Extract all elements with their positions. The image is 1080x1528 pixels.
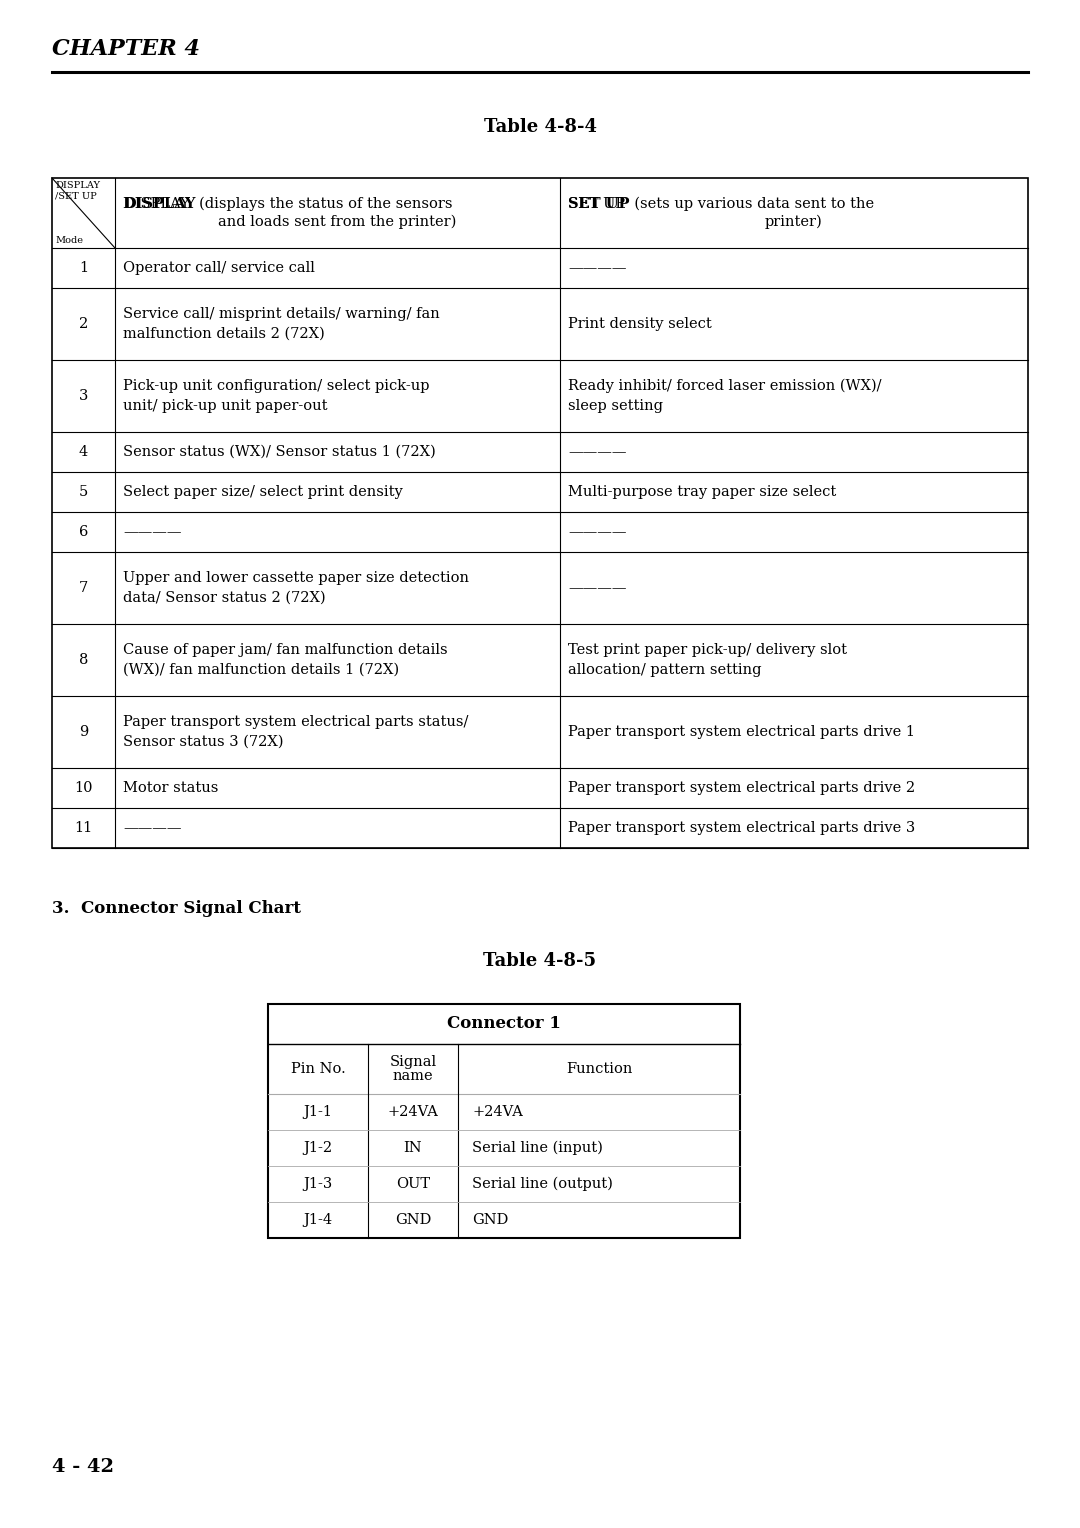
Text: unit/ pick-up unit paper-out: unit/ pick-up unit paper-out [123, 399, 327, 413]
Text: ————: ———— [568, 261, 626, 275]
Text: 4 - 42: 4 - 42 [52, 1458, 114, 1476]
Text: Paper transport system electrical parts drive 2: Paper transport system electrical parts … [568, 781, 915, 795]
Bar [268, 1004, 740, 1238]
Text: ————: ———— [568, 445, 626, 458]
Text: DISPLAY
/SET UP: DISPLAY /SET UP [55, 180, 100, 200]
Text: 2: 2 [79, 316, 89, 332]
Text: CHAPTER 4: CHAPTER 4 [52, 38, 200, 60]
Text: ————: ———— [568, 581, 626, 594]
Text: 3: 3 [79, 390, 89, 403]
Text: Service call/ misprint details/ warning/ fan: Service call/ misprint details/ warning/… [123, 307, 440, 321]
Text: sleep setting: sleep setting [568, 399, 663, 413]
Text: 6: 6 [79, 526, 89, 539]
Text: Multi-purpose tray paper size select: Multi-purpose tray paper size select [568, 484, 836, 500]
Text: GND: GND [472, 1213, 509, 1227]
Text: Motor status: Motor status [123, 781, 218, 795]
Text: Upper and lower cassette paper size detection: Upper and lower cassette paper size dete… [123, 571, 469, 585]
Text: DISPLAY: DISPLAY [123, 197, 195, 211]
Text: Print density select: Print density select [568, 316, 712, 332]
Text: IN: IN [404, 1141, 422, 1155]
Text: Mode: Mode [55, 235, 83, 244]
Text: malfunction details 2 (72X): malfunction details 2 (72X) [123, 327, 325, 341]
Text: +24VA: +24VA [472, 1105, 523, 1118]
Text: Connector 1: Connector 1 [447, 1016, 561, 1033]
Text: Serial line (input): Serial line (input) [472, 1141, 603, 1155]
Text: Ready inhibit/ forced laser emission (WX)/: Ready inhibit/ forced laser emission (WX… [568, 379, 881, 393]
Text: SET UP: SET UP [568, 197, 630, 211]
Text: Cause of paper jam/ fan malfunction details: Cause of paper jam/ fan malfunction deta… [123, 643, 447, 657]
Text: Pin No.: Pin No. [291, 1062, 346, 1076]
Text: Paper transport system electrical parts status/: Paper transport system electrical parts … [123, 715, 469, 729]
Text: Paper transport system electrical parts drive 1: Paper transport system electrical parts … [568, 724, 915, 740]
Text: 10: 10 [75, 781, 93, 795]
Text: J1-3: J1-3 [303, 1177, 333, 1190]
Text: allocation/ pattern setting: allocation/ pattern setting [568, 663, 761, 677]
Text: 7: 7 [79, 581, 89, 594]
Text: J1-1: J1-1 [303, 1105, 333, 1118]
Text: 9: 9 [79, 724, 89, 740]
Text: Function: Function [566, 1062, 632, 1076]
Text: ————: ———— [568, 526, 626, 539]
Text: ————: ———— [123, 526, 181, 539]
Text: 5: 5 [79, 484, 89, 500]
Text: (WX)/ fan malfunction details 1 (72X): (WX)/ fan malfunction details 1 (72X) [123, 663, 400, 677]
Text: 8: 8 [79, 652, 89, 668]
Text: Pick-up unit configuration/ select pick-up: Pick-up unit configuration/ select pick-… [123, 379, 430, 393]
Text: DISPLAY  (displays the status of the sensors: DISPLAY (displays the status of the sens… [123, 197, 453, 211]
Text: ————: ———— [123, 821, 181, 834]
Text: J1-2: J1-2 [303, 1141, 333, 1155]
Text: data/ Sensor status 2 (72X): data/ Sensor status 2 (72X) [123, 591, 326, 605]
Text: Sensor status (WX)/ Sensor status 1 (72X): Sensor status (WX)/ Sensor status 1 (72X… [123, 445, 435, 458]
Text: SET UP  (sets up various data sent to the: SET UP (sets up various data sent to the [568, 197, 874, 211]
Text: OUT: OUT [396, 1177, 430, 1190]
Text: printer): printer) [765, 215, 823, 229]
Text: Select paper size/ select print density: Select paper size/ select print density [123, 484, 403, 500]
Text: and loads sent from the printer): and loads sent from the printer) [218, 215, 457, 229]
Text: 4: 4 [79, 445, 89, 458]
Text: +24VA: +24VA [388, 1105, 438, 1118]
Text: 1: 1 [79, 261, 89, 275]
Bar [52, 177, 1028, 848]
Text: name: name [393, 1070, 433, 1083]
Text: Table 4-8-5: Table 4-8-5 [484, 952, 596, 970]
Text: 11: 11 [75, 821, 93, 834]
Text: Paper transport system electrical parts drive 3: Paper transport system electrical parts … [568, 821, 915, 834]
Text: Signal: Signal [390, 1054, 436, 1070]
Text: Table 4-8-4: Table 4-8-4 [484, 118, 596, 136]
Text: Test print paper pick-up/ delivery slot: Test print paper pick-up/ delivery slot [568, 643, 847, 657]
Text: 3.  Connector Signal Chart: 3. Connector Signal Chart [52, 900, 301, 917]
Text: Serial line (output): Serial line (output) [472, 1177, 612, 1192]
Text: GND: GND [395, 1213, 431, 1227]
Text: Sensor status 3 (72X): Sensor status 3 (72X) [123, 735, 283, 749]
Text: Operator call/ service call: Operator call/ service call [123, 261, 315, 275]
Text: J1-4: J1-4 [303, 1213, 333, 1227]
